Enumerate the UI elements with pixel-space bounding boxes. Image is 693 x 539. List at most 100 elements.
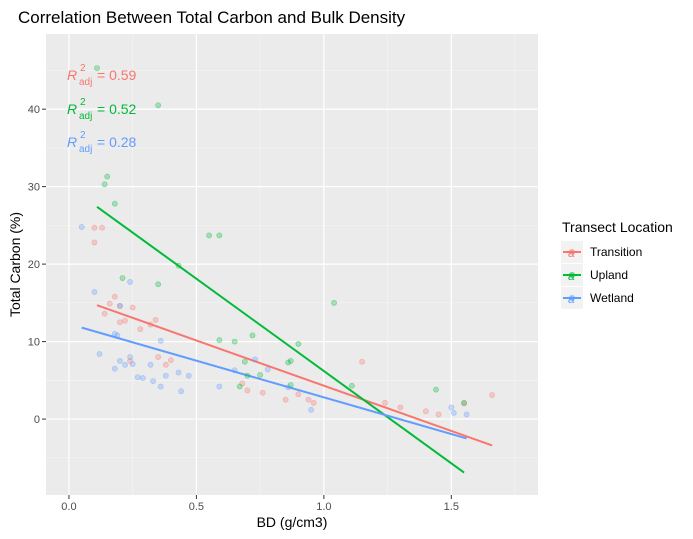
r2-subscript: adj <box>79 144 92 155</box>
legend-label: Wetland <box>590 291 634 305</box>
data-point-transition <box>461 400 467 407</box>
data-point-upland <box>241 358 248 365</box>
r2-annotation-transition: R 2 adj = 0.59 <box>67 63 137 88</box>
data-points <box>78 65 496 418</box>
y-tick-label: 30 <box>28 182 40 194</box>
data-point-wetland <box>122 361 128 368</box>
fit-line-upland <box>96 205 465 474</box>
legend-key-point <box>568 271 576 279</box>
r2-value: = 0.28 <box>97 134 137 150</box>
data-point-wetland <box>231 367 238 374</box>
data-point-transition <box>152 316 159 323</box>
data-point-transition <box>101 310 108 317</box>
y-tick-label: 10 <box>28 337 40 349</box>
legend-label: Upland <box>590 268 628 282</box>
r2-subscript: adj <box>79 111 92 122</box>
data-point-transition <box>359 358 366 365</box>
x-tick-label: 1.0 <box>316 501 331 513</box>
r2-label: R <box>67 101 77 117</box>
data-point-transition <box>117 319 123 326</box>
r2-annotation-upland: R 2 adj = 0.52 <box>67 97 137 122</box>
fit-line-wetland <box>81 326 467 440</box>
data-point-wetland <box>264 366 271 373</box>
data-point-upland <box>175 262 182 269</box>
data-point-wetland <box>178 388 185 395</box>
data-point-wetland <box>175 369 182 376</box>
data-point-wetland <box>117 358 123 364</box>
data-point-wetland <box>150 378 156 385</box>
data-point-transition <box>106 300 113 307</box>
data-point-transition <box>122 317 128 324</box>
r2-value: = 0.52 <box>97 101 137 117</box>
data-point-transition <box>435 411 442 418</box>
axes: 0.0 0.5 1.0 1.5 0 10 20 30 40 <box>28 104 459 513</box>
data-point-wetland <box>117 303 123 309</box>
data-point-upland <box>285 359 292 366</box>
data-point-upland <box>119 275 126 281</box>
data-point-upland <box>287 358 294 364</box>
data-point-transition <box>239 380 246 387</box>
legend-item-upland: a Upland <box>561 264 628 286</box>
data-point-transition <box>129 304 136 311</box>
fit-line-transition <box>96 304 493 447</box>
data-point-wetland <box>285 384 292 391</box>
data-point-transition <box>99 224 105 231</box>
data-point-wetland <box>134 374 141 381</box>
data-point-upland <box>287 382 294 388</box>
data-point-transition <box>259 389 266 396</box>
y-tick-label: 20 <box>28 259 40 271</box>
r2-value: = 0.59 <box>97 67 137 83</box>
data-point-transition <box>282 396 289 403</box>
data-point-transition <box>244 387 251 394</box>
legend-key-glyph: a <box>568 292 575 306</box>
data-point-wetland <box>157 337 164 344</box>
data-point-upland <box>461 399 467 406</box>
data-point-upland <box>155 281 162 288</box>
legend-key-point <box>568 248 576 256</box>
data-point-transition <box>155 354 162 360</box>
data-point-wetland <box>162 372 169 379</box>
legend-key-glyph: a <box>568 246 575 260</box>
data-point-upland <box>257 372 264 378</box>
data-point-transition <box>147 321 154 328</box>
data-point-upland <box>101 181 108 188</box>
data-point-transition <box>91 239 98 246</box>
data-point-wetland <box>91 289 98 295</box>
data-point-upland <box>349 382 355 389</box>
data-point-transition <box>422 408 429 415</box>
data-point-transition <box>111 293 118 300</box>
data-point-upland <box>155 102 162 109</box>
r2-annotation-wetland: R 2 adj = 0.28 <box>67 130 137 155</box>
r2-label: R <box>67 134 77 150</box>
data-point-upland <box>236 383 243 390</box>
data-point-transition <box>137 326 144 333</box>
data-point-transition <box>397 404 404 411</box>
data-point-upland <box>249 332 256 339</box>
data-point-wetland <box>114 332 121 339</box>
x-tick-label: 0.0 <box>61 501 76 513</box>
data-point-wetland <box>111 330 118 337</box>
data-point-upland <box>206 232 213 239</box>
data-point-transition <box>162 361 169 368</box>
legend-key-point <box>568 294 576 302</box>
data-point-wetland <box>252 356 258 363</box>
data-point-wetland <box>139 375 146 381</box>
data-point-wetland <box>127 279 134 285</box>
fit-lines <box>81 205 493 474</box>
data-point-transition <box>382 399 388 406</box>
x-tick-label: 0.5 <box>189 501 204 513</box>
legend-item-transition: a Transition <box>561 241 642 263</box>
data-point-wetland <box>448 404 455 411</box>
data-point-wetland <box>129 361 136 367</box>
data-point-transition <box>310 399 317 406</box>
data-point-wetland <box>463 411 470 418</box>
r2-subscript: adj <box>79 77 92 88</box>
data-point-upland <box>216 232 223 239</box>
data-point-upland <box>111 200 118 207</box>
r2-label: R <box>67 67 77 83</box>
y-axis-title: Total Carbon (%) <box>7 212 23 317</box>
y-tick-label: 40 <box>28 104 40 116</box>
data-point-upland <box>94 65 100 71</box>
